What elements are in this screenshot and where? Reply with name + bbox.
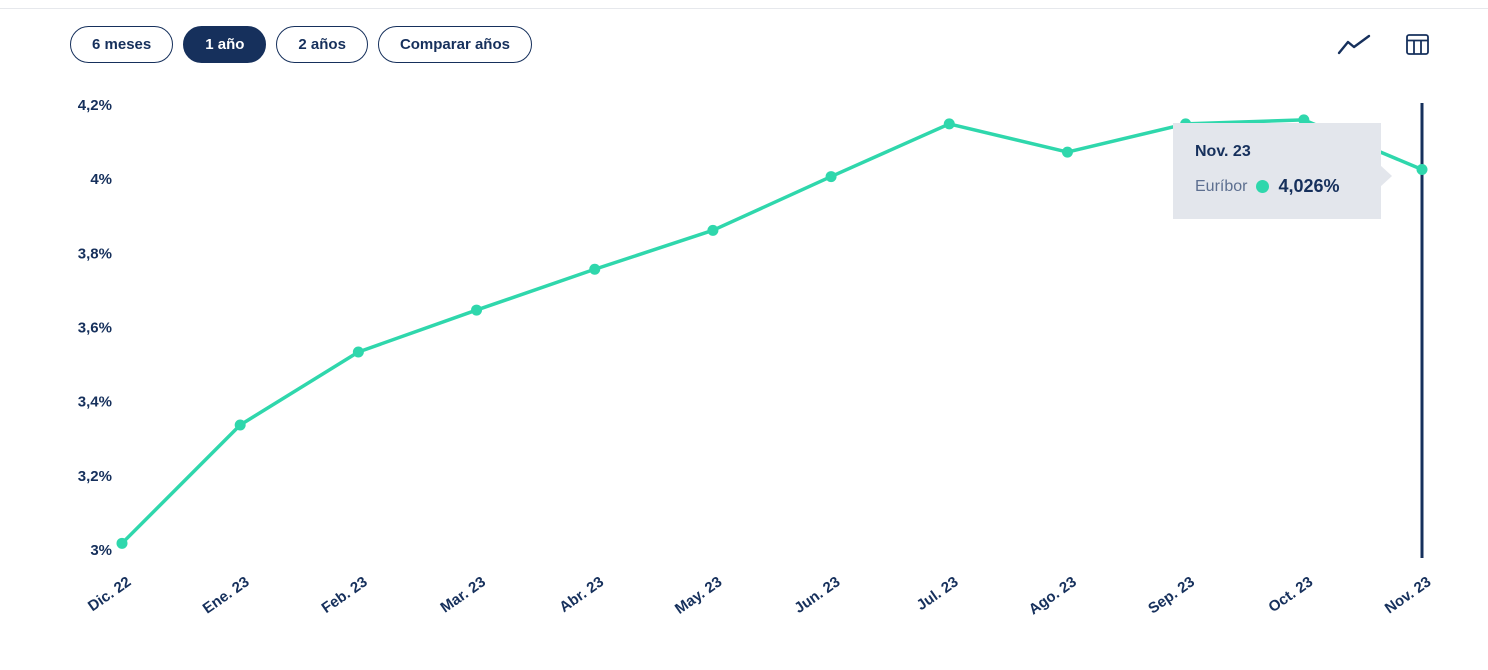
- x-axis-label: Jul. 23: [914, 573, 962, 614]
- chart-tooltip: Nov. 23 Euríbor 4,026%: [1173, 123, 1392, 219]
- top-divider: [0, 8, 1488, 9]
- y-axis-label: 3,6%: [78, 320, 112, 337]
- y-axis-label: 3,4%: [78, 394, 112, 411]
- x-axis-label: Jun. 23: [791, 573, 843, 617]
- range-button-comparar-anos[interactable]: Comparar años: [377, 26, 532, 63]
- tooltip-arrow-icon: [1380, 165, 1392, 187]
- data-point[interactable]: [471, 304, 483, 316]
- range-toolbar: 6 meses 1 año 2 años Comparar años: [70, 26, 532, 63]
- x-axis-label: Sep. 23: [1145, 573, 1198, 617]
- data-point[interactable]: [825, 171, 837, 183]
- series-dot-icon: [1256, 180, 1270, 193]
- x-axis-label: Ene. 23: [200, 573, 253, 617]
- tooltip-value: 4,026%: [1278, 176, 1340, 196]
- data-point[interactable]: [589, 263, 601, 275]
- data-point[interactable]: [707, 224, 719, 236]
- y-axis-label: 3%: [90, 542, 112, 559]
- x-axis-label: Feb. 23: [319, 573, 371, 617]
- range-button-2-anos[interactable]: 2 años: [276, 26, 368, 63]
- data-point[interactable]: [234, 419, 246, 431]
- tooltip-series-label: Euríbor: [1195, 177, 1248, 195]
- view-toggle-group: [1335, 30, 1432, 59]
- x-axis-label: Oct. 23: [1265, 573, 1316, 616]
- range-button-1-ano[interactable]: 1 año: [183, 26, 267, 63]
- x-axis-label: Nov. 23: [1382, 573, 1435, 617]
- data-point[interactable]: [1416, 164, 1428, 176]
- data-point[interactable]: [352, 346, 364, 358]
- y-axis-label: 4,2%: [78, 97, 112, 114]
- tooltip-title: Nov. 23: [1195, 143, 1251, 160]
- x-axis-label: Abr. 23: [556, 573, 607, 616]
- data-point[interactable]: [1298, 114, 1310, 126]
- x-axis-label: Mar. 23: [437, 573, 488, 616]
- data-point[interactable]: [1061, 146, 1073, 158]
- data-point[interactable]: [943, 118, 955, 130]
- x-axis-label: May. 23: [672, 573, 725, 617]
- y-axis-label: 3,2%: [78, 468, 112, 485]
- x-axis-label: Ago. 23: [1026, 573, 1080, 618]
- line-chart-icon[interactable]: [1335, 31, 1373, 59]
- table-icon[interactable]: [1403, 30, 1432, 59]
- x-axis-label: Dic. 22: [85, 573, 134, 615]
- tooltip-row: Euríbor 4,026%: [1195, 176, 1359, 197]
- data-point[interactable]: [116, 537, 128, 549]
- y-axis-label: 3,8%: [78, 245, 112, 262]
- range-button-6-meses[interactable]: 6 meses: [70, 26, 174, 63]
- y-axis-label: 4%: [90, 171, 112, 188]
